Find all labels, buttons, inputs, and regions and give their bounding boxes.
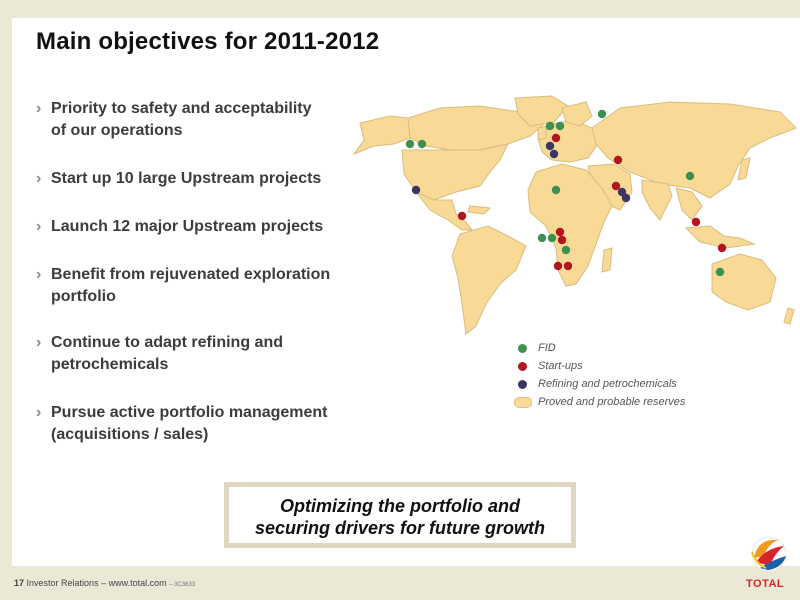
map-land [352,95,797,335]
land-indonesia [684,225,756,249]
project-marker-fid [537,233,547,243]
legend-label: Proved and probable reserves [538,396,686,408]
project-marker-refining [545,141,555,151]
project-marker-startup [691,217,701,227]
land-caribbean [467,205,492,215]
slide-title: Main objectives for 2011-2012 [36,28,380,55]
bullet-line: Launch 12 major Upstream projects [51,218,324,235]
bullet-marker: › [36,404,42,421]
project-marker-fid [545,121,555,131]
land-greenland [514,95,569,127]
legend-dot-icon [518,344,527,353]
page-number: 17 [14,578,25,588]
bullet-marker: › [36,100,42,117]
project-marker-startup [611,181,621,191]
bullet-line: of our operations [51,122,183,139]
bullet-portfolio: › Pursue active portfolio management (ac… [36,402,328,446]
project-marker-refining [549,149,559,159]
land-usa [401,143,509,201]
bullet-line: Priority to safety and acceptability [51,100,312,117]
land-madagascar [601,247,613,273]
land-mexico [415,191,473,231]
bullet-line: Pursue active portfolio management [51,404,328,421]
legend-label: FID [538,342,556,354]
bullet-refining: › Continue to adapt refining and petroch… [36,332,283,376]
document-code: – 3C3633 [169,582,196,588]
project-marker-fid [405,139,415,149]
project-marker-startup [457,211,467,221]
bullet-safety: › Priority to safety and acceptability o… [36,98,312,142]
land-uk [537,125,547,141]
land-alaska [352,115,411,156]
bullet-line: (acquisitions / sales) [51,426,209,443]
land-se-asia [675,187,703,221]
legend-label: Refining and petrochemicals [538,378,677,390]
legend-swatch-icon [514,397,532,408]
bullet-startups: › Start up 10 large Upstream projects [36,168,321,190]
project-marker-startup [563,261,573,271]
project-marker-refining [617,187,627,197]
bullet-launch: › Launch 12 major Upstream projects [36,216,323,238]
project-marker-fid [561,245,571,255]
project-marker-startup [557,235,567,245]
bullet-marker: › [36,170,42,187]
bullet-marker: › [36,218,42,235]
bullet-exploration: › Benefit from rejuvenated exploration p… [36,264,330,308]
callout-line: Optimizing the portfolio and [280,496,520,516]
project-marker-fid [551,185,561,195]
bullet-line: Start up 10 large Upstream projects [51,170,322,187]
legend-dot-icon [518,380,527,389]
project-marker-startup [613,155,623,165]
project-marker-fid [715,267,725,277]
land-russia-asia [591,101,797,199]
land-new-zealand [783,307,795,325]
project-marker-refining [621,193,631,203]
bullet-line: portfolio [51,288,116,305]
callout-line: securing drivers for future growth [254,518,546,538]
project-markers [405,109,727,277]
bullet-marker: › [36,334,42,351]
callout-box: Optimizing the portfolio and securing dr… [224,482,576,548]
bullet-line: Benefit from rejuvenated exploration [51,266,331,283]
project-marker-startup [551,133,561,143]
land-india [641,179,673,221]
project-marker-startup [555,227,565,237]
footer-text: Investor Relations – www.total.com [26,578,167,588]
project-marker-refining [411,185,421,195]
land-scandinavia [561,101,593,127]
land-africa [527,163,613,287]
project-marker-fid [597,109,607,119]
legend-dot-icon [518,362,527,371]
bullet-line: petrochemicals [51,356,169,373]
land-australia [711,253,777,311]
project-marker-startup [553,261,563,271]
land-south-america [451,225,527,335]
land-japan [737,157,751,181]
project-marker-fid [417,139,427,149]
project-marker-fid [547,233,557,243]
legend-label: Start-ups [538,360,583,372]
world-map [352,95,797,335]
logo-wordmark: TOTAL [746,578,785,590]
bullet-marker: › [36,266,42,283]
total-logo-icon [751,536,787,572]
project-marker-startup [717,243,727,253]
project-marker-fid [685,171,695,181]
project-marker-fid [555,121,565,131]
footer: 17 Investor Relations – www.total.com – … [14,578,195,588]
bullet-line: Continue to adapt refining and [51,334,283,351]
